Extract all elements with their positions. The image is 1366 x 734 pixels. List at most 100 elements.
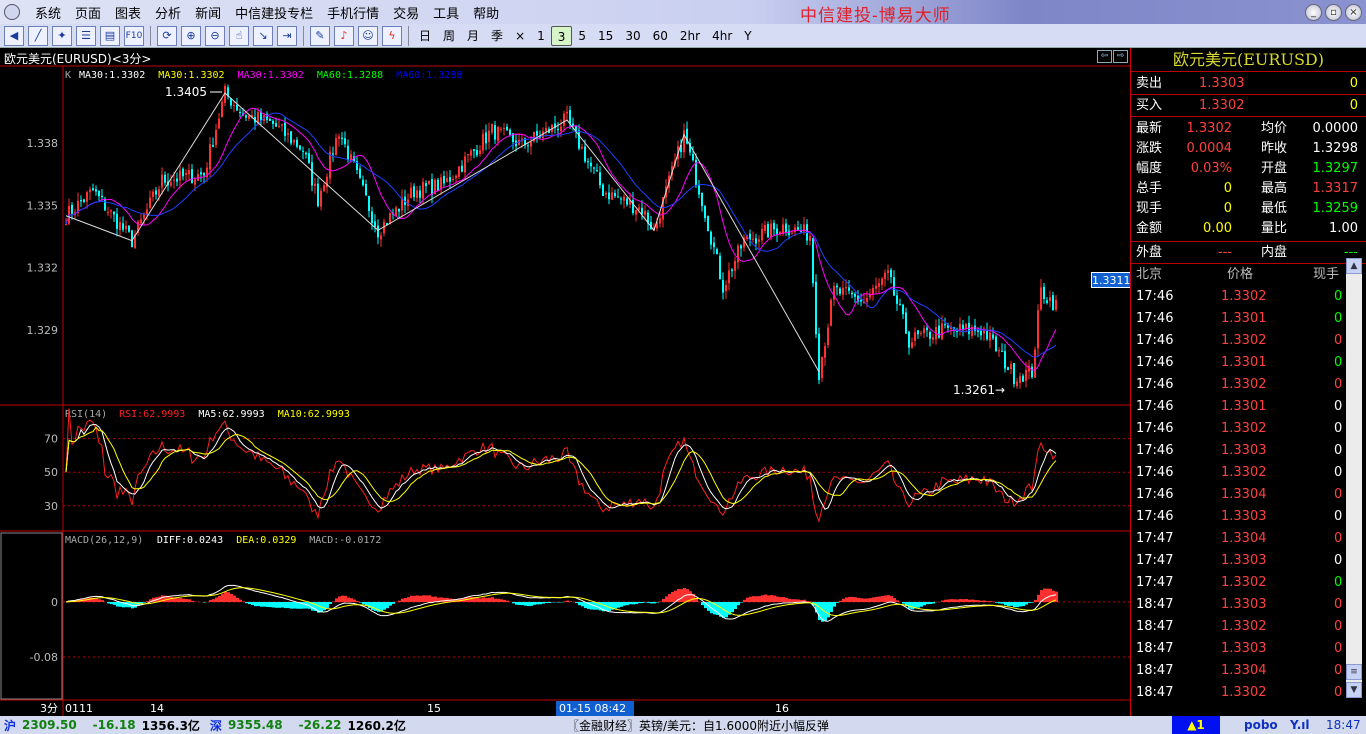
users-icon[interactable]: ☺ (358, 25, 378, 46)
scroll-up-button[interactable]: ▲ (1346, 258, 1362, 274)
quote-label: 均价 (1261, 121, 1288, 136)
period-button[interactable]: 1 (537, 28, 545, 43)
tick-row: 17:46 1.3302 0 (1131, 286, 1366, 308)
macd-bar (230, 593, 233, 602)
tick-scrollbar[interactable]: ▲ ≡ ▼ (1346, 258, 1362, 698)
candle-body (998, 349, 1000, 352)
menu-item[interactable]: 分析 (155, 6, 182, 22)
tick-row: 17:46 1.3303 0 (1131, 440, 1366, 462)
candle-body (614, 193, 616, 197)
candle-body (374, 221, 376, 227)
period-button[interactable]: 日 (419, 28, 432, 43)
tick-row: 17:47 1.3304 0 (1131, 528, 1366, 550)
draw-icon[interactable]: ✎ (310, 25, 330, 46)
candle-body (920, 332, 922, 334)
menu-item[interactable]: 工具 (433, 6, 460, 22)
menu-item[interactable]: 页面 (75, 6, 102, 22)
candle-body (251, 115, 253, 118)
alarm-icon[interactable]: ♪ (334, 25, 354, 46)
candle-body (152, 191, 154, 197)
period-button[interactable]: 季 (491, 28, 504, 43)
period-button[interactable]: 30 (625, 28, 641, 43)
quote-label: 金额 (1136, 221, 1163, 236)
candle-body (716, 249, 718, 255)
candle-body (110, 210, 112, 212)
macd-bar (278, 602, 281, 608)
period-button[interactable]: 3 (550, 25, 573, 46)
macd-bar (488, 597, 491, 602)
zoom-out-icon[interactable]: ⊖ (205, 25, 225, 46)
macd-bar (959, 598, 962, 602)
flash-icon[interactable]: ϟ (382, 25, 402, 46)
tech-chart-icon[interactable]: ✦ (52, 25, 72, 46)
buy-price: 1.3302 (1199, 98, 1245, 113)
period-button[interactable]: 月 (467, 28, 480, 43)
macd-bar (632, 602, 635, 605)
quote-icon[interactable]: ▤ (100, 25, 120, 46)
period-button[interactable]: 4hr (712, 28, 733, 43)
menu-item[interactable]: 帮助 (473, 6, 500, 22)
macd-bar (536, 602, 539, 605)
scroll-right-button[interactable]: ⇨ (1113, 50, 1128, 63)
candle-body (794, 227, 796, 232)
news-ticker[interactable]: 〖金融财经〗英镑/美元：自1.6000附近小幅反弹 (567, 718, 830, 733)
candle-body (398, 208, 400, 212)
list-icon[interactable]: ☰ (76, 25, 96, 46)
period-button[interactable]: × (515, 28, 526, 43)
menu-item[interactable]: 系统 (35, 6, 62, 22)
refresh-icon[interactable]: ⟳ (157, 25, 177, 46)
export-icon[interactable]: ↘ (253, 25, 273, 46)
macd-bar (350, 598, 353, 602)
period-button[interactable]: 15 (598, 28, 614, 43)
candle-body (440, 177, 442, 190)
candle-body (380, 235, 382, 240)
scroll-left-button[interactable]: ⇦ (1097, 50, 1112, 63)
menu-item[interactable]: 图表 (115, 6, 142, 22)
line-chart-icon[interactable]: ╱ (28, 25, 48, 46)
clock: 18:47 (1326, 718, 1361, 732)
macd-bar (251, 602, 254, 605)
window-icon[interactable]: ⇥ (277, 25, 297, 46)
candle-body (146, 209, 148, 215)
alert-indicator[interactable]: ▲1 (1172, 716, 1220, 734)
macd-bar (725, 602, 728, 618)
f10-icon[interactable]: F10 (124, 25, 144, 46)
candle-body (446, 178, 448, 183)
close-button[interactable]: × (1345, 4, 1362, 21)
chart-area[interactable]: 1.3405 1.3261→ K MA30:1.3302 MA30:1.3302 MA30… (0, 48, 1130, 716)
tick-volume: 0 (1334, 377, 1343, 392)
menu-item[interactable]: 手机行情 (327, 6, 380, 22)
period-button[interactable]: 60 (652, 28, 668, 43)
tick-row: 18:47 1.3303 0 (1131, 594, 1366, 616)
macd-bar (389, 602, 392, 606)
menu-item[interactable]: 新闻 (195, 6, 222, 22)
tick-volume: 0 (1334, 487, 1343, 502)
tick-time: 17:46 (1136, 399, 1174, 414)
macd-bar (578, 602, 581, 606)
candle-body (860, 300, 862, 302)
outer-label: 外盘 (1136, 245, 1163, 260)
zoom-in-icon[interactable]: ⊕ (181, 25, 201, 46)
macd-bar (503, 599, 506, 602)
period-button[interactable]: 2hr (679, 28, 701, 43)
scroll-thumb[interactable]: ≡ (1346, 664, 1362, 680)
scroll-down-button[interactable]: ▼ (1346, 682, 1362, 698)
back-icon[interactable]: ◀ (4, 25, 24, 46)
macd-bar (410, 595, 413, 602)
app-logo-icon[interactable] (4, 4, 20, 20)
menu-item[interactable]: 交易 (393, 6, 420, 22)
period-button[interactable]: Y (744, 28, 752, 43)
macd-bar (893, 598, 896, 602)
indicator-legend: DEA:0.0329 (236, 535, 296, 546)
cursor-icon[interactable]: ☝ (229, 25, 249, 46)
candle-body (176, 178, 178, 182)
minimize-button[interactable]: _ (1305, 4, 1322, 21)
period-button[interactable]: 5 (578, 28, 587, 43)
period-button[interactable]: 周 (443, 28, 456, 43)
restore-button[interactable]: ▫ (1325, 4, 1342, 21)
quote-value: 1.00 (1329, 221, 1358, 236)
macd-bar (998, 602, 1001, 604)
menu-item[interactable]: 中信建投专栏 (235, 6, 314, 22)
macd-bar (599, 602, 602, 611)
macd-bar (953, 599, 956, 602)
